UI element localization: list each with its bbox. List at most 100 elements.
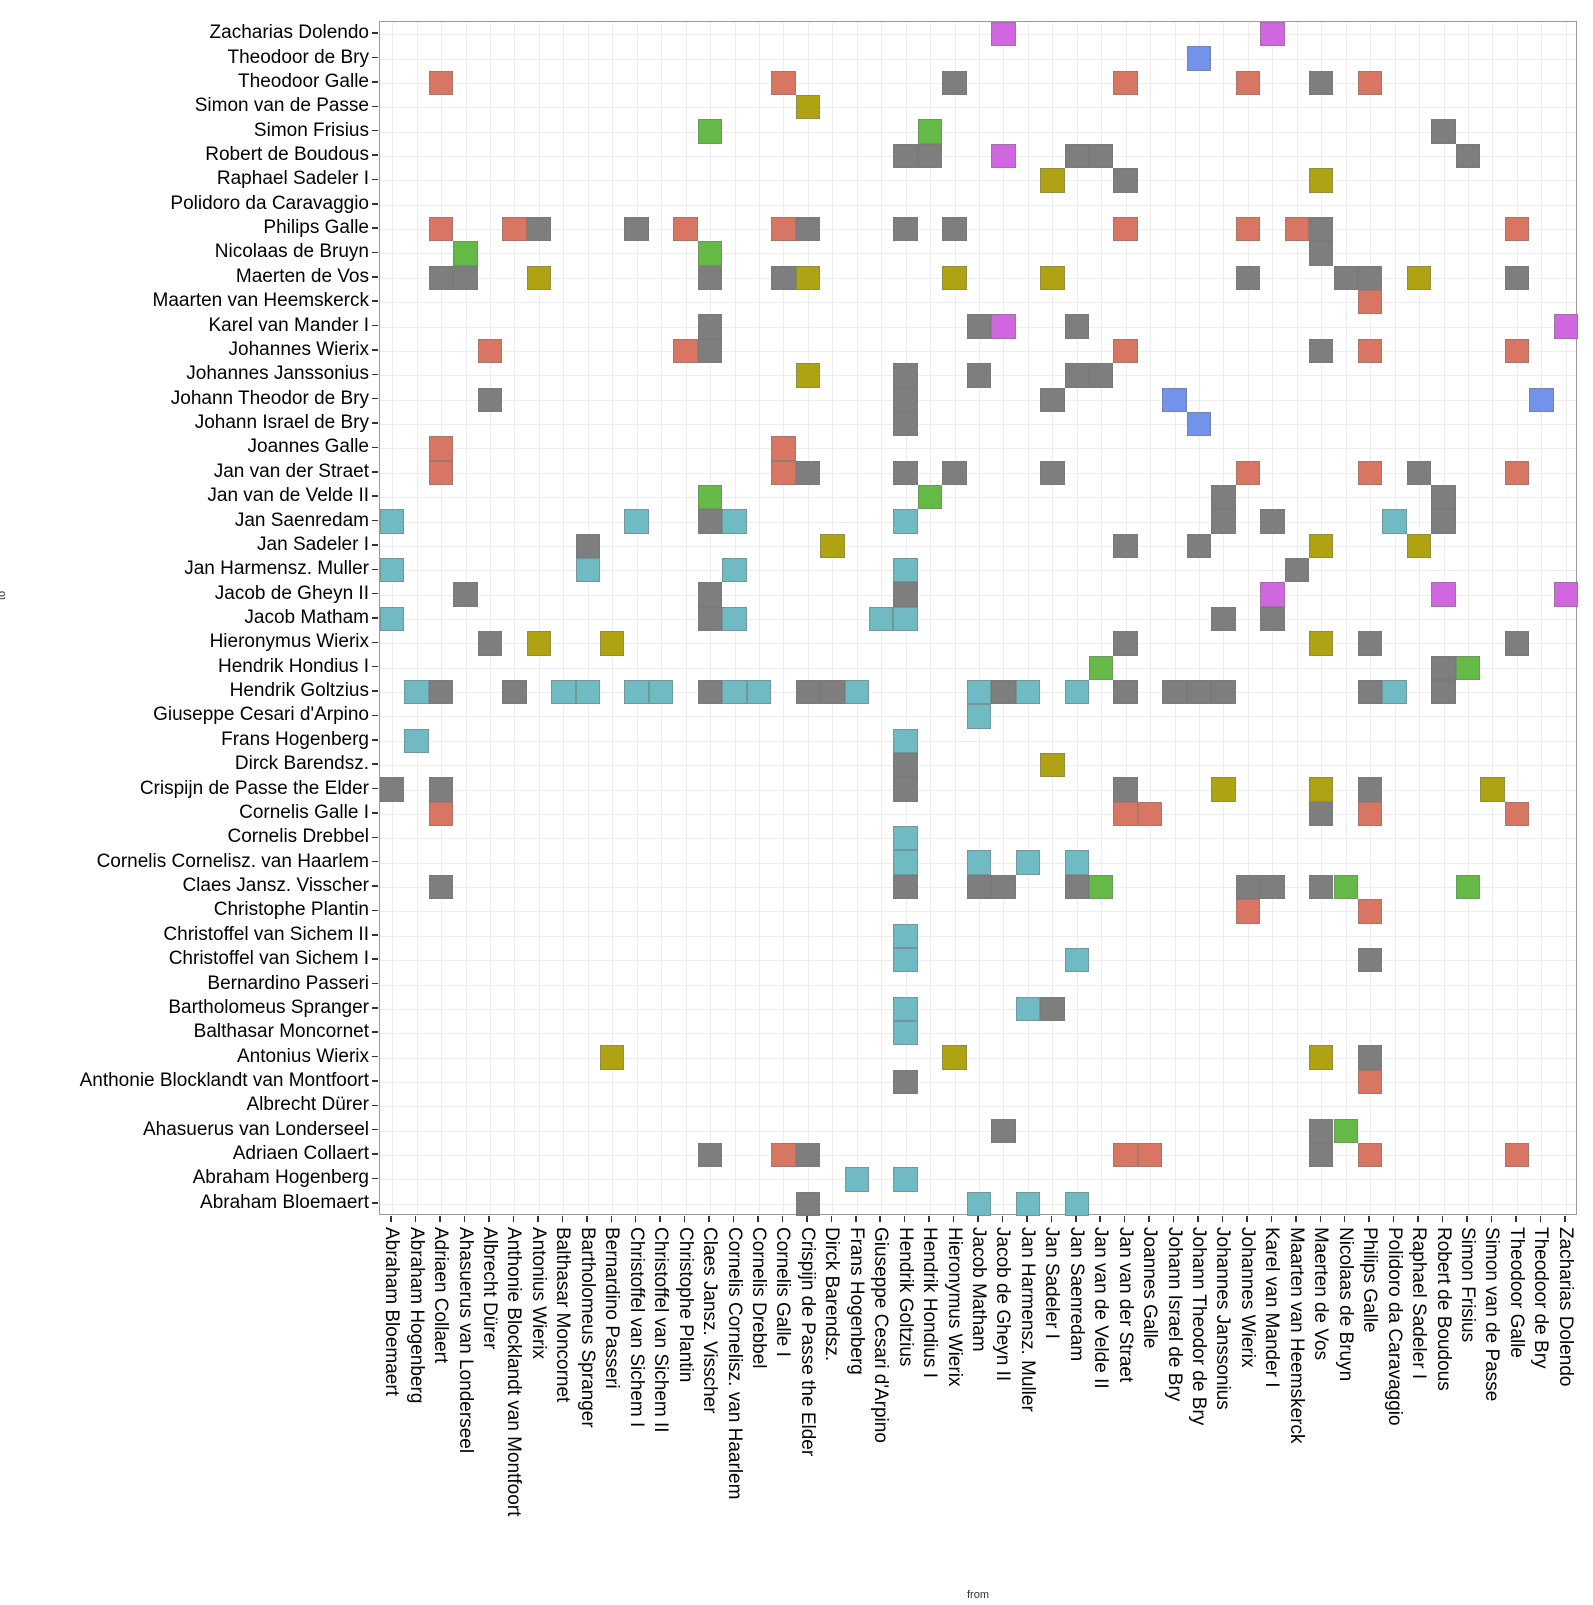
x-axis-tick — [879, 1216, 881, 1222]
y-axis-label: Bartholomeus Spranger — [168, 996, 369, 1018]
matrix-cell — [1431, 582, 1456, 607]
y-axis-label: Robert de Boudous — [205, 144, 369, 166]
y-axis-tick — [372, 1177, 378, 1180]
y-axis-label: Johannes Janssonius — [186, 363, 369, 385]
y-axis-tick — [372, 1153, 378, 1155]
matrix-cell — [966, 704, 992, 729]
y-axis-tick — [372, 617, 378, 619]
y-axis-label: Abraham Bloemaert — [200, 1191, 369, 1213]
y-axis-tick — [372, 203, 378, 205]
matrix-cell — [771, 216, 796, 242]
matrix-cell — [1406, 265, 1432, 291]
matrix-cell — [1504, 265, 1530, 291]
matrix-cell — [1162, 679, 1187, 705]
y-axis-label: Balthasar Moncornet — [193, 1021, 369, 1043]
matrix-cell — [1040, 996, 1065, 1022]
x-axis-label: Hieronymus Wierix — [943, 1227, 965, 1387]
matrix-cell — [1357, 1045, 1383, 1070]
grid-line-horizontal — [380, 545, 1576, 547]
matrix-cell — [1211, 484, 1236, 510]
matrix-cell — [893, 947, 918, 973]
grid-line-horizontal — [380, 156, 1576, 158]
x-axis-tick — [903, 1216, 906, 1222]
matrix-cell — [1504, 1142, 1530, 1168]
y-axis-tick — [372, 397, 378, 400]
matrix-cell — [697, 484, 723, 510]
matrix-cell — [893, 874, 918, 900]
x-axis-tick — [463, 1216, 466, 1222]
y-axis-label: Johannes Wierix — [228, 338, 369, 360]
matrix-cell — [1186, 46, 1212, 71]
y-axis-tick — [372, 227, 378, 229]
x-axis-tick — [586, 1216, 588, 1222]
x-axis-label: Simon Frisius — [1456, 1227, 1478, 1343]
matrix-cell — [697, 314, 723, 339]
matrix-cell — [1015, 996, 1041, 1022]
grid-line-vertical — [1516, 22, 1518, 1214]
y-axis-label: Adriaen Collaert — [232, 1143, 369, 1165]
grid-line-horizontal — [380, 253, 1576, 255]
grid-line-horizontal — [380, 1130, 1576, 1132]
y-axis-tick — [372, 324, 378, 327]
matrix-cell — [380, 606, 405, 632]
x-axis-tick — [634, 1216, 637, 1222]
matrix-cell — [1357, 338, 1383, 364]
matrix-cell — [1113, 679, 1138, 705]
x-axis-tick — [1099, 1216, 1101, 1222]
grid-line-horizontal — [380, 813, 1576, 815]
x-axis-tick — [1564, 1216, 1566, 1222]
grid-line-vertical — [612, 22, 614, 1214]
matrix-cell — [1211, 606, 1236, 632]
grid-line-horizontal — [380, 58, 1576, 60]
x-axis-tick — [610, 1216, 612, 1222]
y-axis-label: Polidoro da Caravaggio — [170, 192, 369, 214]
matrix-cell — [1064, 363, 1089, 388]
matrix-cell — [1431, 679, 1456, 705]
matrix-cell — [1260, 874, 1285, 900]
matrix-cell — [820, 533, 845, 559]
matrix-cell — [991, 143, 1016, 169]
matrix-cell — [575, 533, 601, 559]
y-axis-tick — [372, 860, 378, 863]
matrix-cell — [893, 826, 918, 851]
x-axis-tick — [781, 1216, 784, 1222]
x-axis-tick — [1001, 1216, 1004, 1222]
x-axis-label: Abraham Hogenberg — [405, 1227, 427, 1404]
grid-line-horizontal — [380, 204, 1576, 206]
matrix-cell — [624, 216, 649, 242]
matrix-cell — [844, 679, 869, 705]
y-axis-tick — [372, 885, 378, 887]
grid-line-vertical — [1174, 22, 1176, 1214]
y-axis-label: Jan Sadeler I — [257, 533, 369, 555]
x-axis-label: Cornelis Galle I — [772, 1227, 794, 1357]
matrix-cell — [1064, 1191, 1089, 1216]
grid-line-vertical — [465, 22, 467, 1214]
grid-line-vertical — [783, 22, 785, 1214]
y-axis-tick — [372, 105, 378, 108]
y-axis-tick — [372, 519, 378, 522]
x-axis-label: Christophe Plantin — [674, 1227, 696, 1383]
grid-line-vertical — [1565, 22, 1567, 1214]
matrix-cell — [893, 923, 918, 948]
matrix-cell — [477, 338, 503, 364]
matrix-cell — [991, 314, 1016, 339]
x-axis-tick — [1466, 1216, 1468, 1222]
matrix-cell — [1064, 947, 1089, 973]
matrix-cell — [1357, 265, 1383, 291]
matrix-cell — [917, 119, 943, 144]
x-axis-label: Robert de Boudous — [1432, 1227, 1454, 1391]
matrix-cell — [1455, 874, 1481, 900]
matrix-cell — [1089, 874, 1114, 900]
y-axis-tick — [372, 300, 378, 302]
x-axis-tick — [1515, 1216, 1517, 1222]
y-axis-tick — [372, 276, 378, 278]
x-axis-label: Joannes Galle — [1139, 1227, 1161, 1349]
x-axis-label: Jan van de Velde II — [1090, 1227, 1112, 1389]
grid-line-horizontal — [380, 838, 1576, 840]
matrix-cell — [771, 436, 796, 461]
x-axis-tick — [855, 1216, 857, 1222]
y-axis-label: Hendrik Goltzius — [229, 680, 369, 702]
matrix-cell — [893, 1167, 918, 1192]
grid-line-horizontal — [380, 131, 1576, 133]
matrix-cell — [380, 509, 405, 534]
